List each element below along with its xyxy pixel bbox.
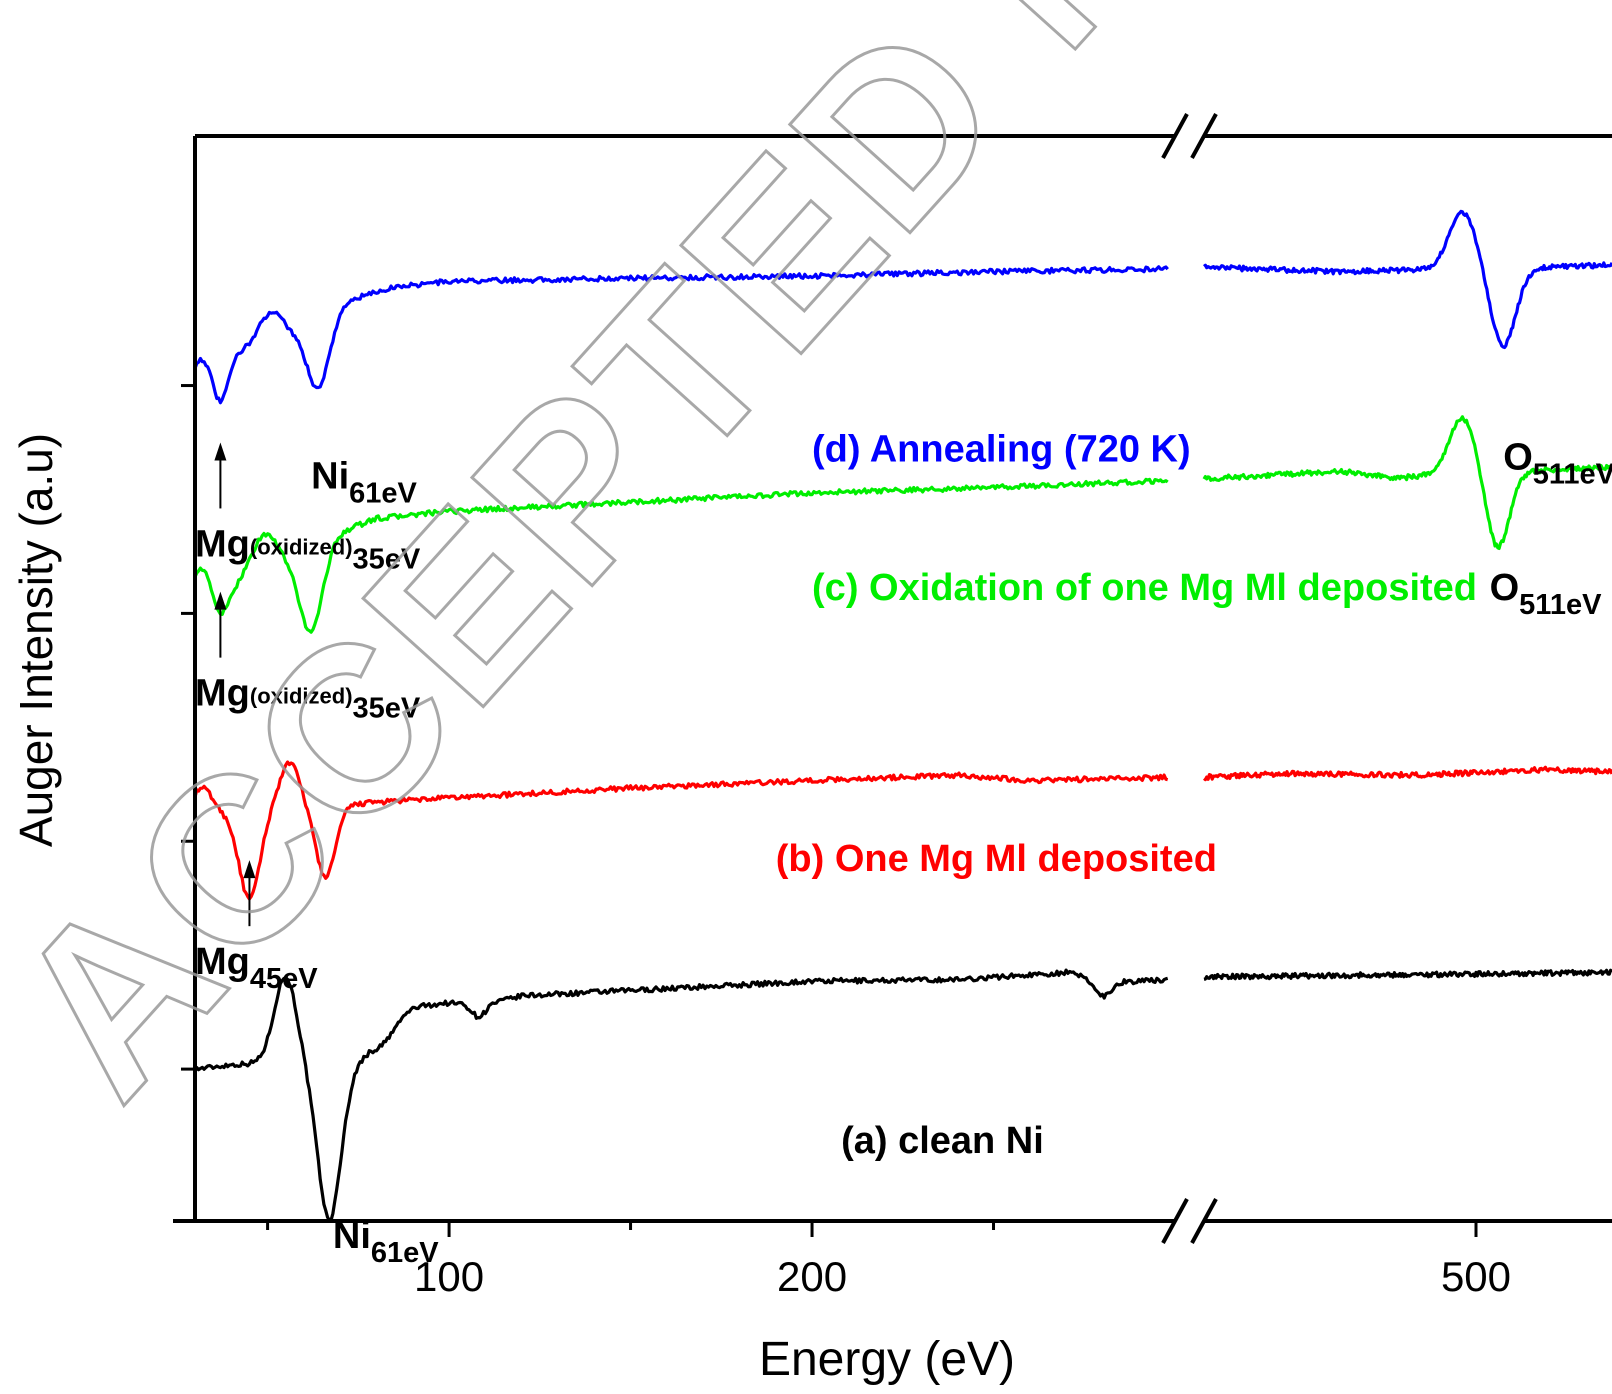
peak-label: Mg(oxidized)35eV: [195, 673, 421, 725]
peak-label: Mg45eV: [195, 941, 318, 995]
series-line: [193, 265, 1169, 405]
peak-label: Ni61eV: [311, 456, 417, 510]
peak-label: Mg(oxidized)35eV: [195, 523, 421, 575]
arrow-head-icon: [214, 591, 227, 610]
series-label: (d) Annealing (720 K): [812, 429, 1191, 471]
series-line: [1203, 209, 1612, 350]
peak-label: Ni61eV: [333, 1215, 439, 1269]
arrow-head-icon: [243, 860, 256, 879]
y-axis-label: Auger Intensity (a.u): [10, 433, 62, 847]
x-tick-label: 200: [777, 1253, 847, 1300]
peak-label: O511eV: [1490, 567, 1602, 621]
series-label: (c) Oxidation of one Mg Ml deposited: [812, 567, 1477, 609]
series-line: [1203, 968, 1612, 981]
arrow-head-icon: [214, 442, 227, 461]
x-tick-label: 500: [1441, 1253, 1511, 1300]
peak-label: O511eV: [1503, 437, 1612, 491]
series-line: [1202, 415, 1612, 550]
series-label: (a) clean Ni: [841, 1120, 1044, 1162]
axis-break-mark-top: [1161, 113, 1189, 159]
axis-break-mark-top: [1190, 113, 1218, 159]
series-line: [1203, 765, 1612, 782]
x-axis-label: Energy (eV): [759, 1333, 1015, 1386]
series-line: [193, 968, 1169, 1222]
plot-area: [193, 209, 1612, 1222]
axis-break-mark-bottom: [1161, 1198, 1189, 1244]
series-label: (b) One Mg Ml deposited: [776, 838, 1217, 880]
x-tick-label: 100: [414, 1253, 484, 1300]
annotations: (a) clean Ni Ni61eV (b) One Mg Ml deposite…: [195, 429, 1612, 1270]
series-line: [193, 760, 1169, 901]
series-line: [193, 477, 1169, 634]
axis-break-mark-bottom: [1190, 1198, 1218, 1244]
axes: 100 200 500: [173, 113, 1612, 1300]
